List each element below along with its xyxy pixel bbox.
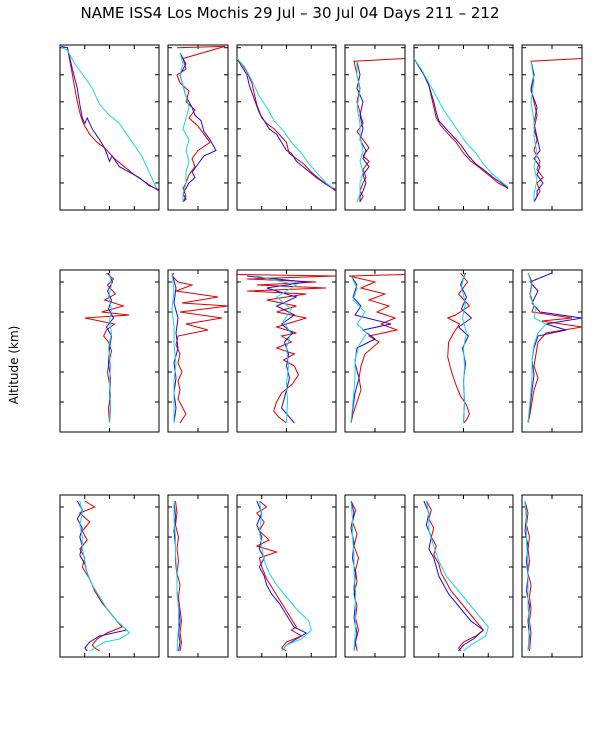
series-line-cyan [524,500,531,652]
series-line-cyan [350,275,368,424]
plot-frame [167,44,229,211]
series-line-cyan [350,500,356,652]
series-line-red [171,272,229,424]
series-line-cyan [356,61,364,203]
series-line-cyan [236,58,334,189]
plot-frame [521,44,583,211]
plot-frame [413,44,514,211]
figure-title: NAME ISS4 Los Mochis 29 Jul – 30 Jul 04 … [81,4,500,22]
panel-wid-1 [59,494,160,658]
series-line-red [413,58,509,189]
panel-snr-6 [521,44,583,211]
series-line-blue [527,272,583,424]
panel-wid-2 [167,494,229,658]
panel-snr-3 [236,44,337,211]
series-line-blue [413,58,509,189]
series-line-red [425,500,485,652]
series-line-cyan [107,272,113,424]
series-line-cyan [173,501,179,652]
series-line-cyan [59,45,157,189]
series-line-cyan [460,272,468,424]
series-line-red [255,500,303,652]
series-line-red [348,274,406,424]
series-line-red [236,58,337,192]
series-line-cyan [256,275,298,424]
plot-frame [59,494,160,658]
series-line-red [84,272,130,424]
series-line-red [350,500,360,652]
series-line-cyan [179,52,190,202]
panel-wid-4 [344,494,406,658]
series-line-red [78,500,123,652]
panel-snr-2 [167,44,229,211]
series-line-blue [423,500,485,652]
series-line-cyan [527,272,547,424]
panels-group [59,44,583,658]
series-line-blue [350,275,392,424]
panel-wid-5 [413,494,514,658]
plot-frame [236,44,337,211]
panel-snr-1 [59,44,160,211]
panel-vel-1 [59,269,160,433]
y-axis-label: Altitude (km) [7,326,21,405]
series-line-blue [236,58,337,191]
series-line-cyan [413,58,509,188]
series-line-red [446,272,471,424]
plot-frame [236,494,337,658]
series-line-cyan [171,272,177,423]
panel-snr-5 [413,44,514,211]
series-line-blue [171,272,179,424]
series-line-red [59,45,160,192]
panel-wid-3 [236,494,337,658]
series-line-cyan [425,500,489,652]
series-line-blue [59,45,160,191]
series-line-cyan [79,500,131,652]
series-line-red [174,500,183,652]
panel-snr-4 [344,44,406,211]
plot-frame [59,44,160,211]
series-line-blue [179,52,217,203]
series-line-cyan [258,500,312,652]
series-line-red [530,58,583,203]
series-line-blue [246,275,307,424]
series-line-blue [256,500,308,652]
series-line-cyan [530,61,538,202]
series-line-red [353,58,406,203]
panel-vel-3 [236,269,337,433]
panel-wid-6 [521,494,583,658]
panel-vel-6 [521,269,583,433]
series-line-red [176,45,226,203]
panel-vel-2 [167,269,229,433]
plot-frame [344,44,406,211]
panel-vel-5 [413,269,514,433]
panel-vel-4 [344,269,406,433]
series-line-blue [356,61,370,202]
